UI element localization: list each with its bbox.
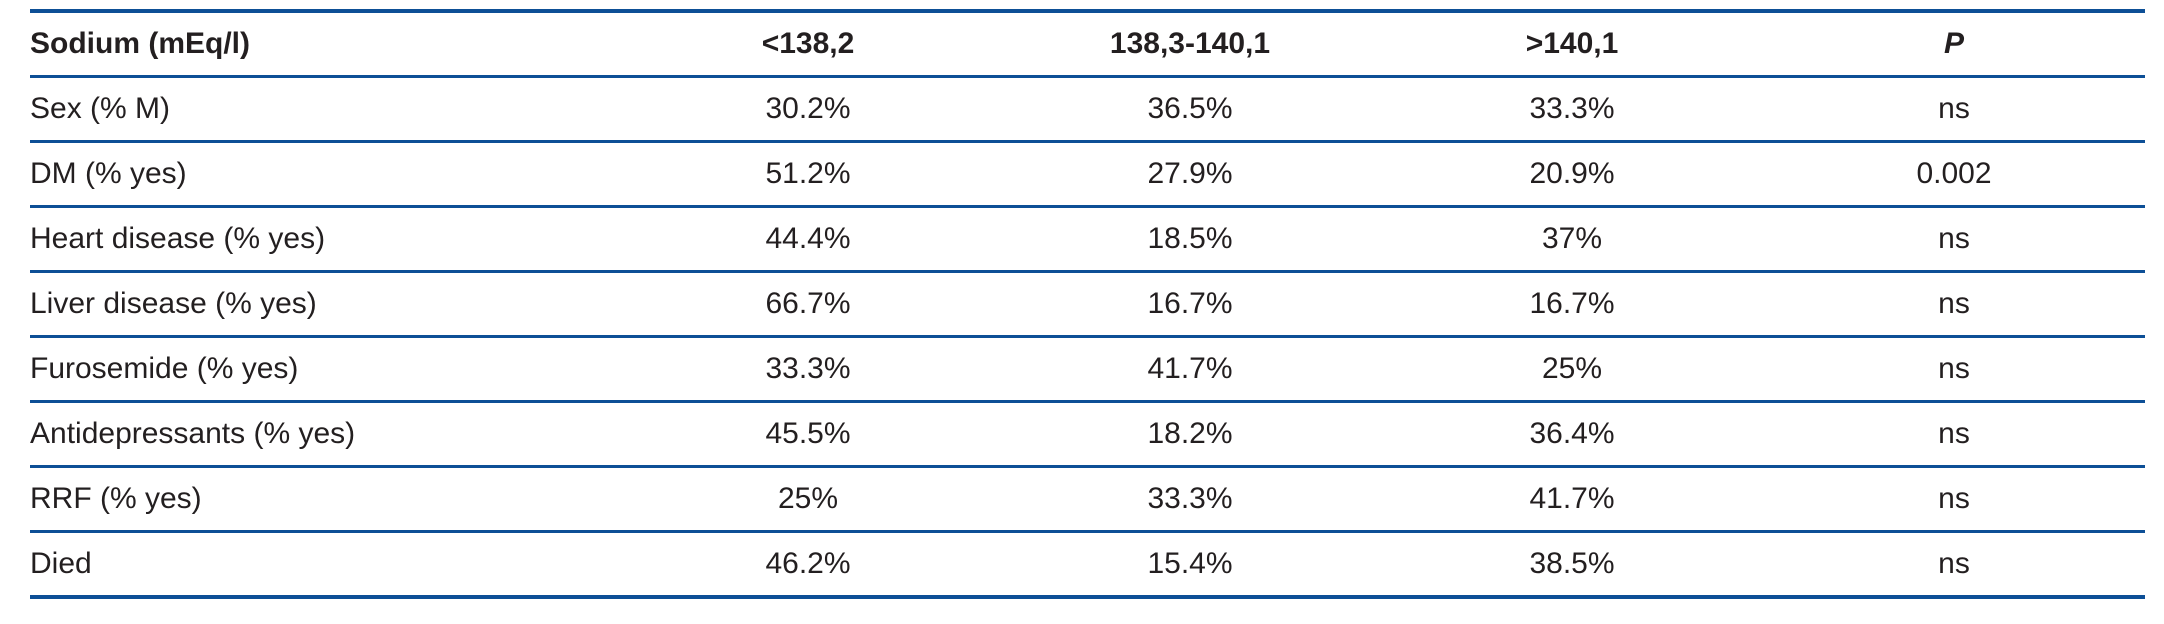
table-row: DM (% yes) 51.2% 27.9% 20.9% 0.002: [30, 142, 2145, 207]
column-header-p-value: P: [1943, 27, 1964, 60]
table-cell: 33.3%: [1529, 92, 1615, 125]
table-cell: ns: [1938, 482, 1970, 515]
table-cell: 51.2%: [765, 157, 851, 190]
table-cell: 38.5%: [1529, 547, 1615, 580]
table-cell: 37%: [1541, 222, 1603, 255]
row-label: Heart disease (% yes): [30, 222, 326, 255]
row-label: Liver disease (% yes): [30, 287, 317, 320]
row-label: Antidepressants (% yes): [30, 417, 356, 450]
table-row: Sex (% M) 30.2% 36.5% 33.3% ns: [30, 77, 2145, 142]
table-cell: 66.7%: [765, 287, 851, 320]
row-label: Sex (% M): [30, 92, 171, 125]
header-row: Sodium (mEq/l) <138,2 138,3-140,1 >140,1…: [30, 11, 2145, 77]
table-row: RRF (% yes) 25% 33.3% 41.7% ns: [30, 467, 2145, 532]
table-cell: ns: [1938, 222, 1970, 255]
table-row: Liver disease (% yes) 66.7% 16.7% 16.7% …: [30, 272, 2145, 337]
table-cell: ns: [1938, 547, 1970, 580]
table-row: Furosemide (% yes) 33.3% 41.7% 25% ns: [30, 337, 2145, 402]
table-cell: 30.2%: [765, 92, 851, 125]
table-cell: ns: [1938, 417, 1970, 450]
table-cell: 41.7%: [1529, 482, 1615, 515]
table-cell: 36.5%: [1147, 92, 1233, 125]
table-cell: ns: [1938, 287, 1970, 320]
column-header-group-mid: 138,3-140,1: [1109, 27, 1271, 60]
table-cell: 0.002: [1916, 157, 1992, 190]
table-cell: 36.4%: [1529, 417, 1615, 450]
table-cell: 15.4%: [1147, 547, 1233, 580]
table-cell: 33.3%: [765, 352, 851, 385]
table-cell: 27.9%: [1147, 157, 1233, 190]
table-cell: 20.9%: [1529, 157, 1615, 190]
table-cell: 33.3%: [1147, 482, 1233, 515]
table-row: Died 46.2% 15.4% 38.5% ns: [30, 532, 2145, 597]
column-header-sodium: Sodium (mEq/l): [30, 27, 250, 60]
row-label: Furosemide (% yes): [30, 352, 299, 385]
table-cell: 18.5%: [1147, 222, 1233, 255]
table-cell: 25%: [777, 482, 839, 515]
table-row: Heart disease (% yes) 44.4% 18.5% 37% ns: [30, 207, 2145, 272]
table-cell: 16.7%: [1529, 287, 1615, 320]
table-cell: 45.5%: [765, 417, 851, 450]
table-cell: 46.2%: [765, 547, 851, 580]
column-header-group-low: <138,2: [761, 27, 855, 60]
table-cell: 18.2%: [1147, 417, 1233, 450]
table-cell: ns: [1938, 352, 1970, 385]
table-cell: 44.4%: [765, 222, 851, 255]
table-cell: ns: [1938, 92, 1970, 125]
table-cell: 25%: [1541, 352, 1603, 385]
row-label: DM (% yes): [30, 157, 187, 190]
row-label: RRF (% yes): [30, 482, 202, 515]
table-row: Antidepressants (% yes) 45.5% 18.2% 36.4…: [30, 402, 2145, 467]
sodium-comparison-table-container: Sodium (mEq/l) <138,2 138,3-140,1 >140,1…: [30, 9, 2145, 599]
row-label: Died: [30, 547, 92, 580]
column-header-group-high: >140,1: [1525, 27, 1619, 60]
sodium-comparison-table: Sodium (mEq/l) <138,2 138,3-140,1 >140,1…: [30, 9, 2145, 599]
table-cell: 41.7%: [1147, 352, 1233, 385]
table-cell: 16.7%: [1147, 287, 1233, 320]
